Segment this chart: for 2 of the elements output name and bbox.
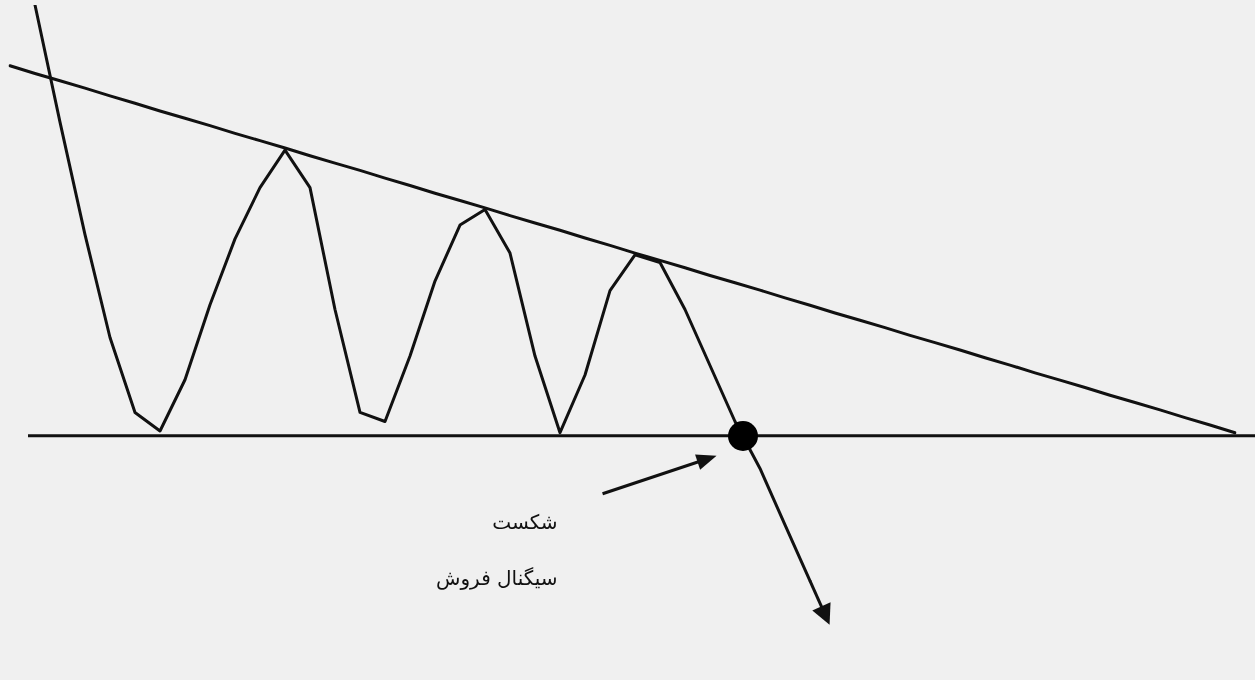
- annotation: شکست: [491, 508, 558, 536]
- annotation: سیگنال فروش: [436, 564, 558, 592]
